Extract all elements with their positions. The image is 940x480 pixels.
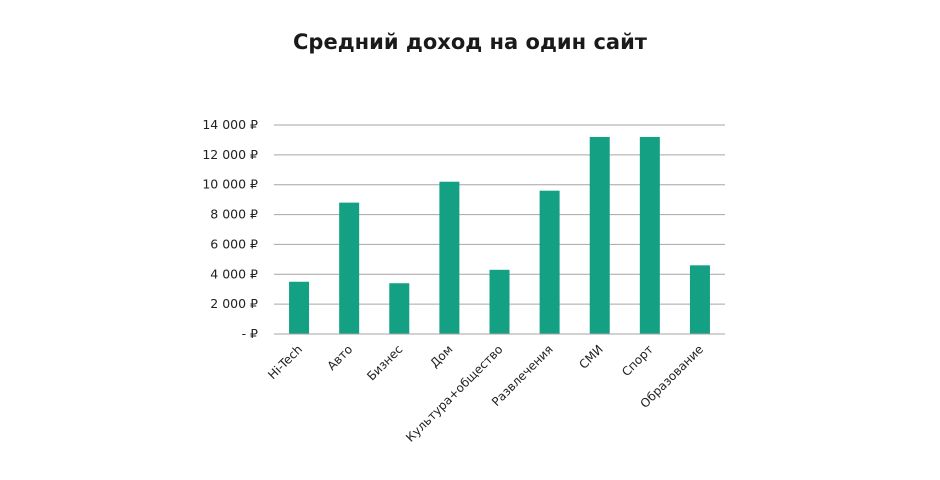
bar bbox=[539, 190, 560, 334]
x-tick-label: Авто bbox=[324, 342, 355, 373]
bars bbox=[289, 136, 710, 334]
x-axis-labels: Hi-Tech Авто Бизнес ДомКультура+обществоРаз… bbox=[265, 342, 706, 444]
chart-title: Средний доход на один сайт bbox=[293, 30, 647, 54]
bar bbox=[689, 265, 710, 334]
bar bbox=[639, 136, 660, 334]
y-axis-ticks: - ₽ 2 000 ₽ 4 000 ₽ 6 000 ₽ 8 000 ₽ 10 000 ₽ 1… bbox=[202, 117, 258, 341]
bar bbox=[339, 202, 360, 334]
bar bbox=[289, 281, 310, 334]
x-tick-label: СМИ bbox=[576, 342, 605, 371]
x-tick-label: Бизнес bbox=[364, 342, 405, 383]
y-tick-label: 10 000 ₽ bbox=[202, 177, 258, 192]
y-tick-label: 8 000 ₽ bbox=[210, 207, 258, 222]
y-tick-label: 12 000 ₽ bbox=[202, 147, 258, 162]
bar bbox=[589, 136, 610, 334]
x-tick-label: Дом bbox=[427, 342, 455, 370]
bar bbox=[489, 269, 510, 334]
bar bbox=[439, 181, 460, 334]
x-tick-label: Культура+общество bbox=[403, 342, 505, 444]
x-tick-label: Hi-Tech bbox=[265, 342, 305, 382]
y-tick-label: 4 000 ₽ bbox=[210, 266, 258, 281]
x-tick-label: Спорт bbox=[619, 342, 656, 379]
y-tick-label: 2 000 ₽ bbox=[210, 296, 258, 311]
y-tick-label: 14 000 ₽ bbox=[202, 117, 258, 132]
y-tick-label: - ₽ bbox=[242, 326, 258, 341]
y-tick-label: 6 000 ₽ bbox=[210, 236, 258, 251]
bar bbox=[389, 283, 410, 334]
